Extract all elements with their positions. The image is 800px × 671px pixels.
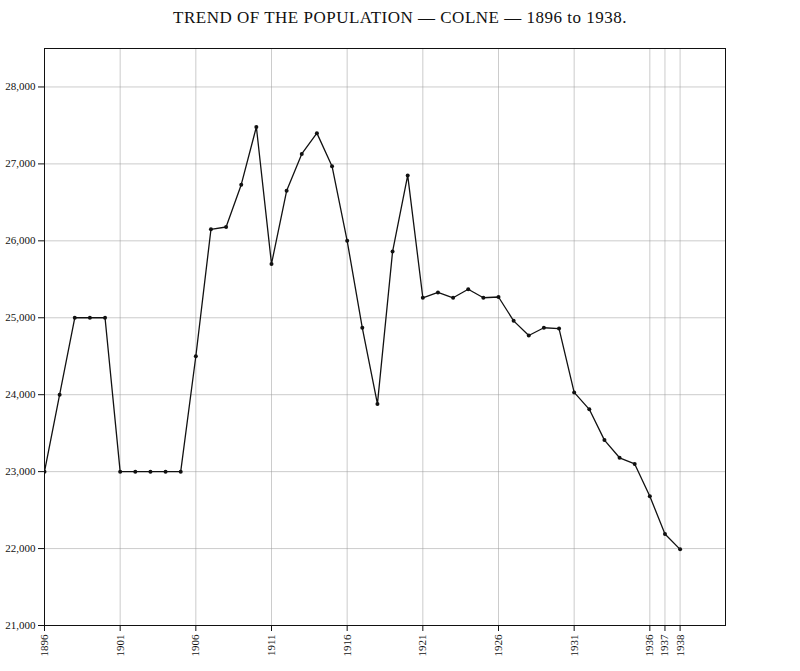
svg-text:25,000: 25,000 xyxy=(5,311,36,323)
html-text:TREND OF THE POPULATION — COLN: TREND OF THE POPULATION — COLNE — 1896 t… xyxy=(173,8,627,27)
svg-text:21,000: 21,000 xyxy=(5,619,36,631)
svg-text:24,000: 24,000 xyxy=(5,388,36,400)
svg-text:28,000: 28,000 xyxy=(5,80,36,92)
svg-text:27,000: 27,000 xyxy=(5,157,36,169)
svg-text:1916: 1916 xyxy=(341,634,353,657)
svg-text:26,000: 26,000 xyxy=(5,234,36,246)
svg-text:1906: 1906 xyxy=(189,634,201,657)
svg-text:22,000: 22,000 xyxy=(5,542,36,554)
svg-text:1896: 1896 xyxy=(38,634,50,657)
svg-text:1921: 1921 xyxy=(416,635,428,657)
svg-text:1938: 1938 xyxy=(674,634,686,657)
svg-text:1911: 1911 xyxy=(265,635,277,657)
svg-text:1926: 1926 xyxy=(492,634,504,657)
svg-text:1936: 1936 xyxy=(643,634,655,657)
svg-text:1901: 1901 xyxy=(114,635,126,657)
svg-text:1931: 1931 xyxy=(568,635,580,657)
svg-text:23,000: 23,000 xyxy=(5,465,36,477)
svg-text:1937: 1937 xyxy=(658,634,670,657)
